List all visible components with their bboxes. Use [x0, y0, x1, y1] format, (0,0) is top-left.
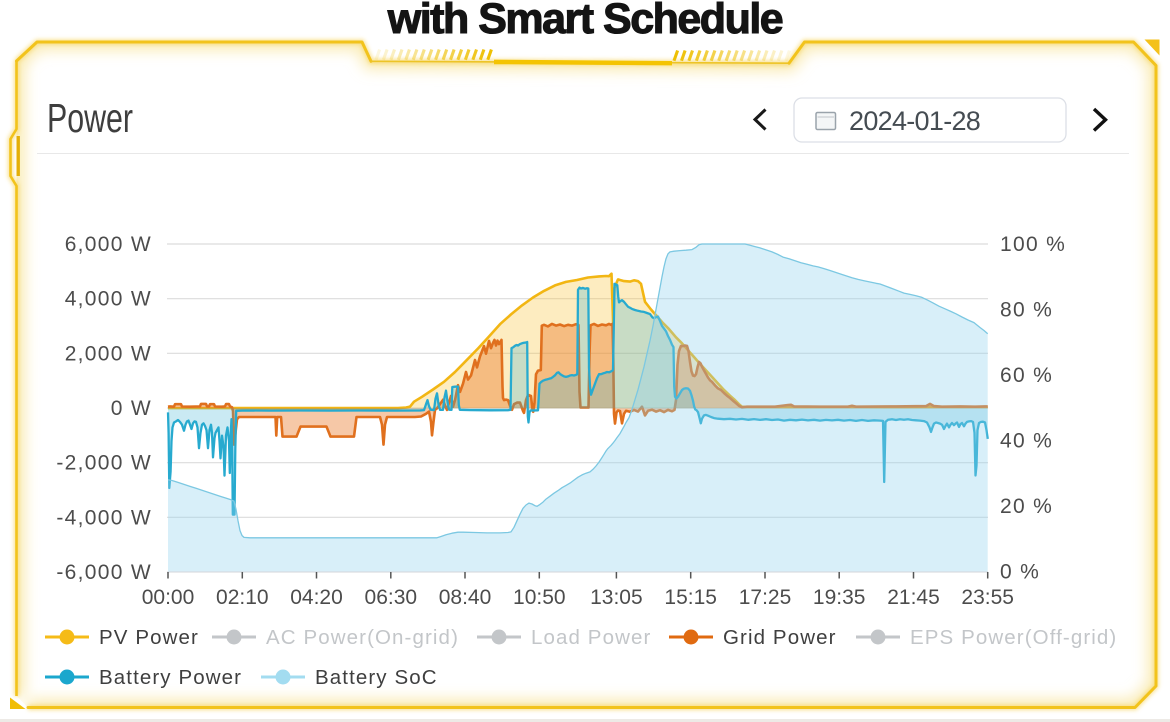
svg-text:2,000 W: 2,000 W — [65, 342, 152, 365]
svg-text:4,000 W: 4,000 W — [65, 288, 152, 311]
svg-text:PV Power: PV Power — [99, 626, 199, 649]
svg-text:80 %: 80 % — [1000, 299, 1053, 322]
svg-text:100 %: 100 % — [1000, 233, 1066, 256]
svg-text:Grid Power: Grid Power — [723, 626, 837, 649]
svg-text:AC Power(On-grid): AC Power(On-grid) — [266, 626, 459, 649]
svg-text:Battery Power: Battery Power — [99, 666, 242, 689]
svg-text:0 W: 0 W — [111, 397, 152, 420]
svg-text:02:10: 02:10 — [216, 586, 269, 609]
svg-text:Load Power: Load Power — [531, 626, 651, 649]
svg-text:20 %: 20 % — [1000, 495, 1053, 518]
svg-text:15:15: 15:15 — [664, 586, 717, 609]
svg-text:23:55: 23:55 — [961, 586, 1014, 609]
svg-text:08:40: 08:40 — [439, 586, 492, 609]
svg-text:EPS Power(Off-grid): EPS Power(Off-grid) — [910, 626, 1117, 649]
svg-text:40 %: 40 % — [1000, 430, 1053, 453]
svg-text:19:35: 19:35 — [813, 586, 866, 609]
svg-text:04:20: 04:20 — [290, 586, 343, 609]
svg-text:-2,000 W: -2,000 W — [56, 452, 152, 475]
svg-text:00:00: 00:00 — [142, 586, 195, 609]
svg-text:Battery SoC: Battery SoC — [315, 666, 438, 689]
svg-text:-4,000 W: -4,000 W — [56, 506, 152, 529]
svg-text:10:50: 10:50 — [513, 586, 566, 609]
svg-text:17:25: 17:25 — [739, 586, 792, 609]
svg-text:21:45: 21:45 — [887, 586, 940, 609]
svg-text:60 %: 60 % — [1000, 364, 1053, 387]
svg-text:0 %: 0 % — [1000, 561, 1040, 584]
svg-text:6,000 W: 6,000 W — [65, 233, 152, 256]
svg-text:13:05: 13:05 — [590, 586, 643, 609]
svg-text:-6,000 W: -6,000 W — [56, 561, 152, 584]
svg-text:06:30: 06:30 — [365, 586, 418, 609]
